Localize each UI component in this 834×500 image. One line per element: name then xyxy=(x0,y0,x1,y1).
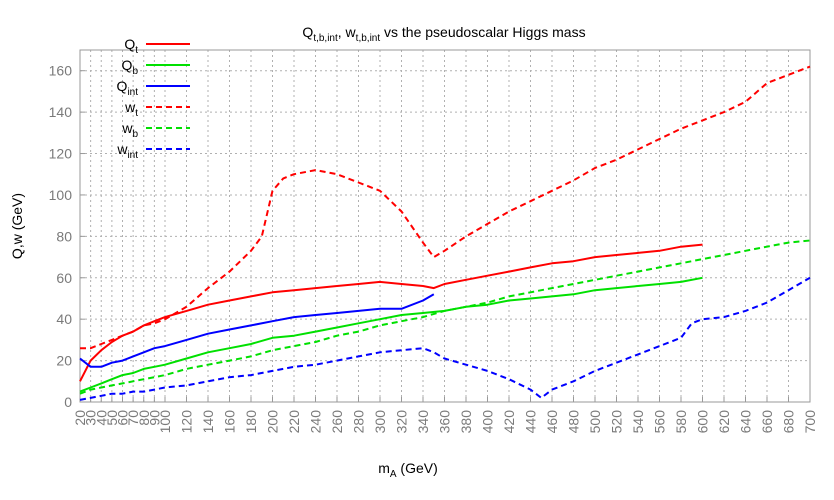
x-tick-label: 600 xyxy=(695,410,711,434)
x-tick-label: 100 xyxy=(157,410,173,434)
legend-label-wb: wb xyxy=(121,120,138,140)
legend-label-Qt: Qt xyxy=(124,36,138,56)
legend-label-wint: wint xyxy=(116,141,138,161)
x-tick-label: 30 xyxy=(83,410,99,426)
x-tick-label: 500 xyxy=(587,410,603,434)
y-tick-label: 40 xyxy=(56,311,72,327)
x-tick-label: 40 xyxy=(93,410,109,426)
x-tick-label: 460 xyxy=(544,410,560,434)
legend-label-Qint: Qint xyxy=(117,78,139,98)
x-tick-label: 620 xyxy=(716,410,732,434)
chart-title: Qt,b,int, wt,b,int vs the pseudoscalar H… xyxy=(302,24,585,44)
x-tick-label: 140 xyxy=(200,410,216,434)
x-tick-label: 300 xyxy=(372,410,388,434)
x-tick-label: 220 xyxy=(286,410,302,434)
x-tick-label: 340 xyxy=(415,410,431,434)
x-tick-label: 680 xyxy=(781,410,797,434)
x-tick-label: 640 xyxy=(738,410,754,434)
x-tick-label: 660 xyxy=(759,410,775,434)
x-tick-label: 20 xyxy=(72,410,88,426)
x-axis-title: mA (GeV) xyxy=(378,460,438,480)
x-tick-label: 580 xyxy=(673,410,689,434)
x-tick-label: 700 xyxy=(802,410,818,434)
grid xyxy=(80,50,810,402)
x-tick-label: 380 xyxy=(458,410,474,434)
y-tick-label: 120 xyxy=(49,146,73,162)
x-tick-label: 200 xyxy=(265,410,281,434)
legend-label-Qb: Qb xyxy=(122,57,139,77)
x-tick-label: 80 xyxy=(136,410,152,426)
series-line-Qb xyxy=(79,276,703,393)
y-axis-title: Q,w (GeV) xyxy=(9,193,25,259)
x-tick-label: 240 xyxy=(308,410,324,434)
x-tick-label: 400 xyxy=(480,410,496,434)
x-tick-label: 440 xyxy=(523,410,539,434)
x-tick-label: 420 xyxy=(501,410,517,434)
y-tick-labels: 0 20 40 60 80 100 120 140 160 xyxy=(49,63,73,410)
series-line-wint xyxy=(79,276,811,401)
x-tick-label: 480 xyxy=(566,410,582,434)
y-tick-label: 0 xyxy=(64,394,72,410)
y-tick-label: 100 xyxy=(49,187,73,203)
x-tick-label: 90 xyxy=(146,410,162,426)
x-tick-label: 60 xyxy=(115,410,131,426)
y-tick-label: 60 xyxy=(56,270,72,286)
x-tick-label: 280 xyxy=(351,410,367,434)
x-tick-label: 180 xyxy=(243,410,259,434)
x-tick-label: 160 xyxy=(222,410,238,434)
x-tick-label: 260 xyxy=(329,410,345,434)
axis-ticks xyxy=(79,70,811,403)
legend-label-wt: wt xyxy=(124,99,138,119)
x-tick-label: 520 xyxy=(609,410,625,434)
x-tick-label: 50 xyxy=(104,410,120,426)
y-tick-label: 20 xyxy=(56,353,72,369)
series-lines xyxy=(79,65,811,401)
x-tick-label: 360 xyxy=(437,410,453,434)
x-tick-label: 120 xyxy=(179,410,195,434)
series-line-Qint xyxy=(79,293,435,368)
y-tick-label: 80 xyxy=(56,228,72,244)
x-tick-label: 540 xyxy=(630,410,646,434)
y-tick-label: 160 xyxy=(49,63,73,79)
y-tick-label: 140 xyxy=(49,104,73,120)
x-tick-label: 70 xyxy=(125,410,141,426)
x-tick-label: 320 xyxy=(394,410,410,434)
x-tick-label: 560 xyxy=(652,410,668,434)
